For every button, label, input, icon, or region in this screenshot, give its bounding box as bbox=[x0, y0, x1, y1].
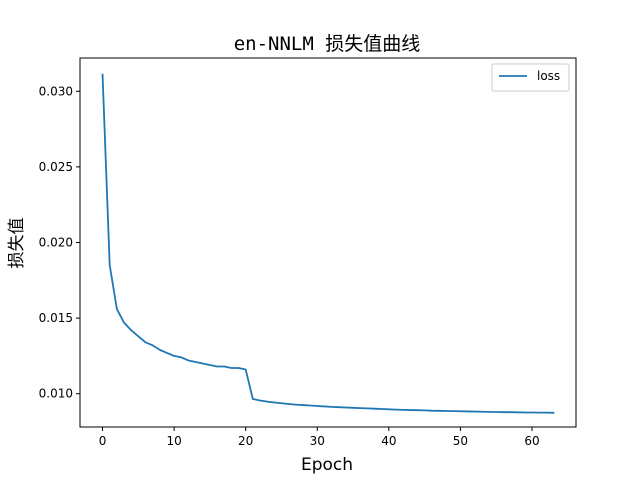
series-line-loss bbox=[101, 73, 555, 414]
x-tick-label: 30 bbox=[310, 434, 325, 448]
chart-title: en-NNLM 损失值曲线 bbox=[234, 33, 421, 55]
y-axis-label: 损失值 bbox=[7, 218, 27, 269]
y-tick-label: 0.010 bbox=[39, 387, 73, 401]
x-tick-label: 60 bbox=[524, 434, 539, 448]
legend-label-loss: loss bbox=[537, 69, 560, 83]
x-tick-label: 40 bbox=[381, 434, 396, 448]
x-axis-label: Epoch bbox=[301, 455, 353, 475]
x-axis: 0 10 20 30 40 50 60 bbox=[99, 427, 540, 448]
legend-frame bbox=[491, 63, 570, 92]
legend: loss bbox=[491, 63, 570, 92]
y-axis: 0.010 0.015 0.020 0.025 0.030 bbox=[39, 84, 80, 401]
x-tick-label: 20 bbox=[238, 434, 253, 448]
x-tick-label: 50 bbox=[453, 434, 468, 448]
y-tick-label: 0.020 bbox=[39, 236, 73, 250]
plot-frame bbox=[79, 57, 577, 428]
y-tick-label: 0.015 bbox=[39, 311, 73, 325]
x-tick-label: 0 bbox=[99, 434, 107, 448]
y-tick-label: 0.030 bbox=[39, 84, 73, 98]
y-tick-label: 0.025 bbox=[39, 160, 73, 174]
x-tick-label: 10 bbox=[166, 434, 181, 448]
plot-area: 0 10 20 30 40 50 60 0.010 0.015 0.020 0.025 0.030 bbox=[39, 57, 577, 448]
